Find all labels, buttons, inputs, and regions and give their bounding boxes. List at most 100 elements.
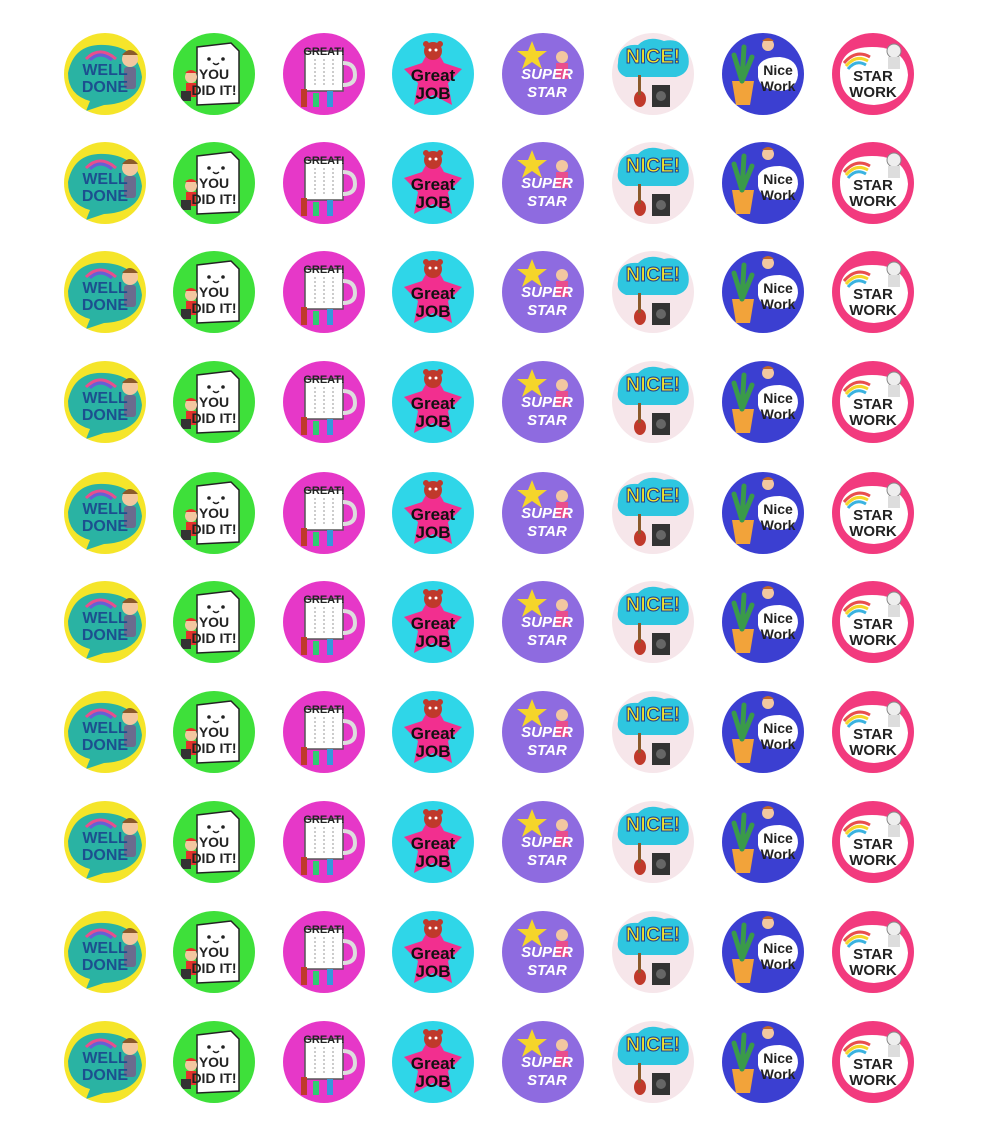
sticker-great-job: Great JOB [392,911,474,993]
sticker-label: SUPER [521,1054,573,1071]
sticker-label: Great [410,614,456,633]
sticker-great-job: Great JOB [392,691,474,773]
star-icon [517,41,547,69]
sticker-art [404,589,462,653]
sticker-label: Nice [763,610,793,626]
boy-character-icon [185,728,197,755]
sticker-art [404,41,462,105]
sticker-you-did-it: YOU DID IT! [173,911,255,993]
sticker-label: JOB [415,523,451,542]
guitar-icon [301,747,333,765]
sticker-art [617,696,689,765]
astronaut-icon [886,1031,902,1057]
star-icon [517,589,547,617]
sticker-art [517,259,568,297]
boy-character-icon [185,398,197,425]
boy-character-icon [556,929,568,957]
boy-character-icon [556,51,568,79]
sticker-label: SUPER [521,944,573,961]
sticker-art [301,159,358,216]
sticker-nice: NICE! [612,581,694,663]
rainbow-icon [842,161,871,174]
guitar-icon [634,843,646,875]
sticker-label: Great [410,834,456,853]
sticker-nice-work: Nice Work [722,33,804,115]
sticker-great-job: Great JOB [392,581,474,663]
sticker-label: WELL [82,940,128,957]
bear-character-icon [423,809,443,828]
sticker-you-did-it: YOU DID IT! [173,361,255,443]
sticker-art [617,366,689,435]
boy-character-icon [122,928,138,967]
sticker-label: YOU [198,944,230,960]
sticker-label: SUPER [521,66,573,83]
sticker-great: GREAT! [283,361,365,443]
sticker-art [404,369,462,433]
sticker-art [301,928,358,985]
sticker-label: DID IT! [191,740,237,756]
guitar-icon [634,403,646,435]
sticker-label: DID IT! [191,300,237,316]
amplifier-icon [181,1079,191,1089]
sticker-well-done: WELL DONE [64,472,146,554]
star-icon [517,809,547,837]
sticker-label: NICE! [625,704,681,726]
sticker-label: WORK [849,523,897,540]
amplifier-icon [181,969,191,979]
cloud-icon [617,147,689,186]
sticker-label: JOB [415,1072,451,1091]
sticker-label: GREAT! [303,374,345,386]
boy-character-icon [556,599,568,627]
sticker-label: Great [410,175,456,194]
sticker-label: GREAT! [303,46,345,58]
sticker-nice: NICE! [612,911,694,993]
sticker-label: STAR [853,396,893,413]
sticker-label: Nice [763,1050,793,1066]
sticker-star-work: STAR WORK [832,691,914,773]
sticker-label: WORK [849,412,897,429]
sticker-star-work: STAR WORK [832,1021,914,1103]
sticker-label: NICE! [625,374,681,396]
sticker-art [840,701,908,763]
sticker-super-star: SUPER STAR [502,911,584,993]
guitar-icon [634,1063,646,1095]
sticker-label: GREAT! [303,1034,345,1046]
amplifier-icon [181,419,191,429]
cactus-pot-icon [731,262,755,323]
sticker-label: GREAT! [303,594,345,606]
sticker-label: STAR [527,193,567,210]
sticker-art [731,477,798,544]
boy-character-icon [762,1026,774,1039]
sticker-art [731,366,798,433]
star-icon [517,259,547,287]
sticker-label: YOU [198,1054,230,1070]
sticker-label: STAR [853,68,893,85]
sticker-art [617,1026,689,1095]
sticker-art [301,489,358,546]
guitar-icon [301,1077,333,1095]
sticker-label: STAR [527,632,567,649]
sticker-super-star: SUPER STAR [502,1021,584,1103]
sticker-label: GREAT! [303,704,345,716]
sticker-label: Nice [763,940,793,956]
guitar-icon [301,528,333,546]
cactus-pot-icon [731,702,755,763]
sticker-art [517,369,568,407]
sticker-label: DONE [81,188,129,205]
sticker-super-star: SUPER STAR [502,251,584,333]
sticker-art [301,818,358,875]
sticker-nice-work: Nice Work [722,801,804,883]
sticker-nice: NICE! [612,691,694,773]
amplifier-icon [181,91,191,101]
sticker-art [517,150,568,188]
sticker-art [181,151,240,215]
sticker-label: JOB [415,632,451,651]
sticker-great-job: Great JOB [392,33,474,115]
rainbow-icon [842,1040,871,1053]
sticker-label: DONE [81,627,129,644]
boy-character-icon [122,818,138,857]
sticker-label: NICE! [625,594,681,616]
sticker-art [840,921,908,983]
boy-character-icon [185,288,197,315]
sticker-label: Work [760,1066,796,1082]
